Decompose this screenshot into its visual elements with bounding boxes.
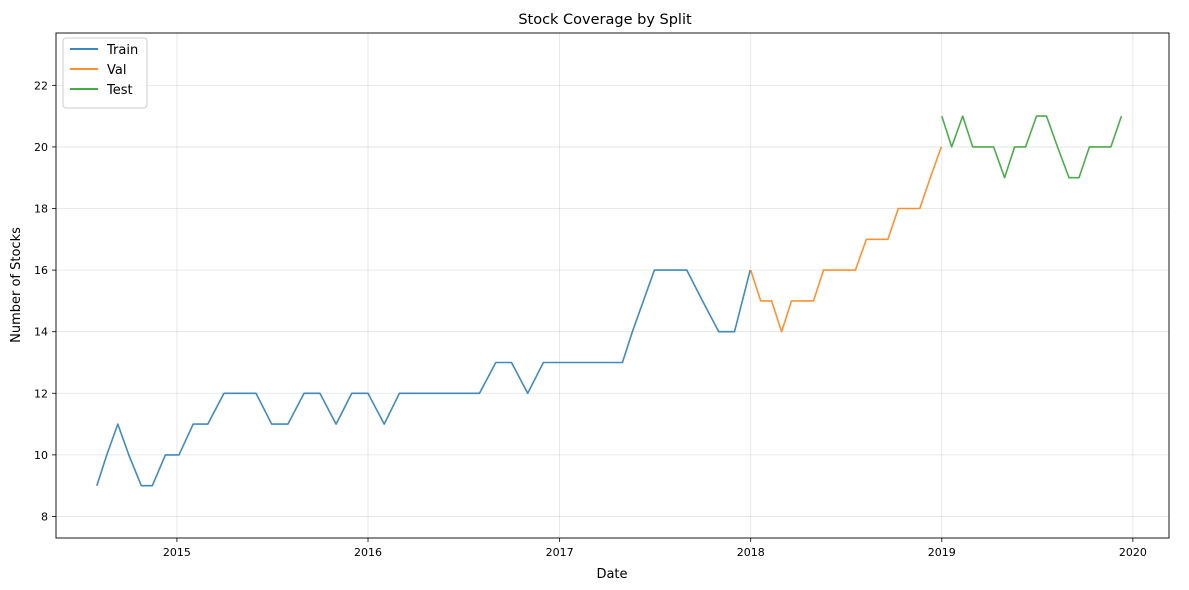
x-tick-label: 2017 <box>546 546 574 559</box>
legend-label-train: Train <box>106 43 138 58</box>
x-tick-label: 2018 <box>737 546 765 559</box>
y-tick-label: 12 <box>34 387 48 400</box>
y-tick-label: 8 <box>41 510 48 523</box>
grid <box>56 33 1169 538</box>
y-tick-label: 10 <box>34 449 48 462</box>
legend-label-val: Val <box>107 63 126 78</box>
y-axis: 8 10 12 14 16 18 20 22 <box>34 79 56 523</box>
x-tick-label: 2020 <box>1119 546 1147 559</box>
y-tick-label: 22 <box>34 79 48 92</box>
y-tick-label: 16 <box>34 264 48 277</box>
y-axis-label: Number of Stocks <box>9 227 24 343</box>
x-axis: 2015 2016 2017 2018 2019 2020 <box>163 538 1147 559</box>
x-axis-label: Date <box>596 567 627 582</box>
series-layer <box>96 115 1123 487</box>
legend: Train Val Test <box>62 37 148 109</box>
y-tick-label: 18 <box>34 203 48 216</box>
series-line-test <box>941 115 1123 179</box>
x-tick-label: 2019 <box>928 546 956 559</box>
y-tick-label: 20 <box>34 141 48 154</box>
series-line-val <box>749 146 943 333</box>
y-tick-label: 14 <box>34 326 48 339</box>
x-tick-label: 2015 <box>163 546 191 559</box>
legend-label-test: Test <box>106 83 133 98</box>
chart-title: Stock Coverage by Split <box>518 12 692 28</box>
plot-area <box>55 32 1170 539</box>
series-line-train <box>96 269 751 487</box>
x-tick-label: 2016 <box>354 546 382 559</box>
